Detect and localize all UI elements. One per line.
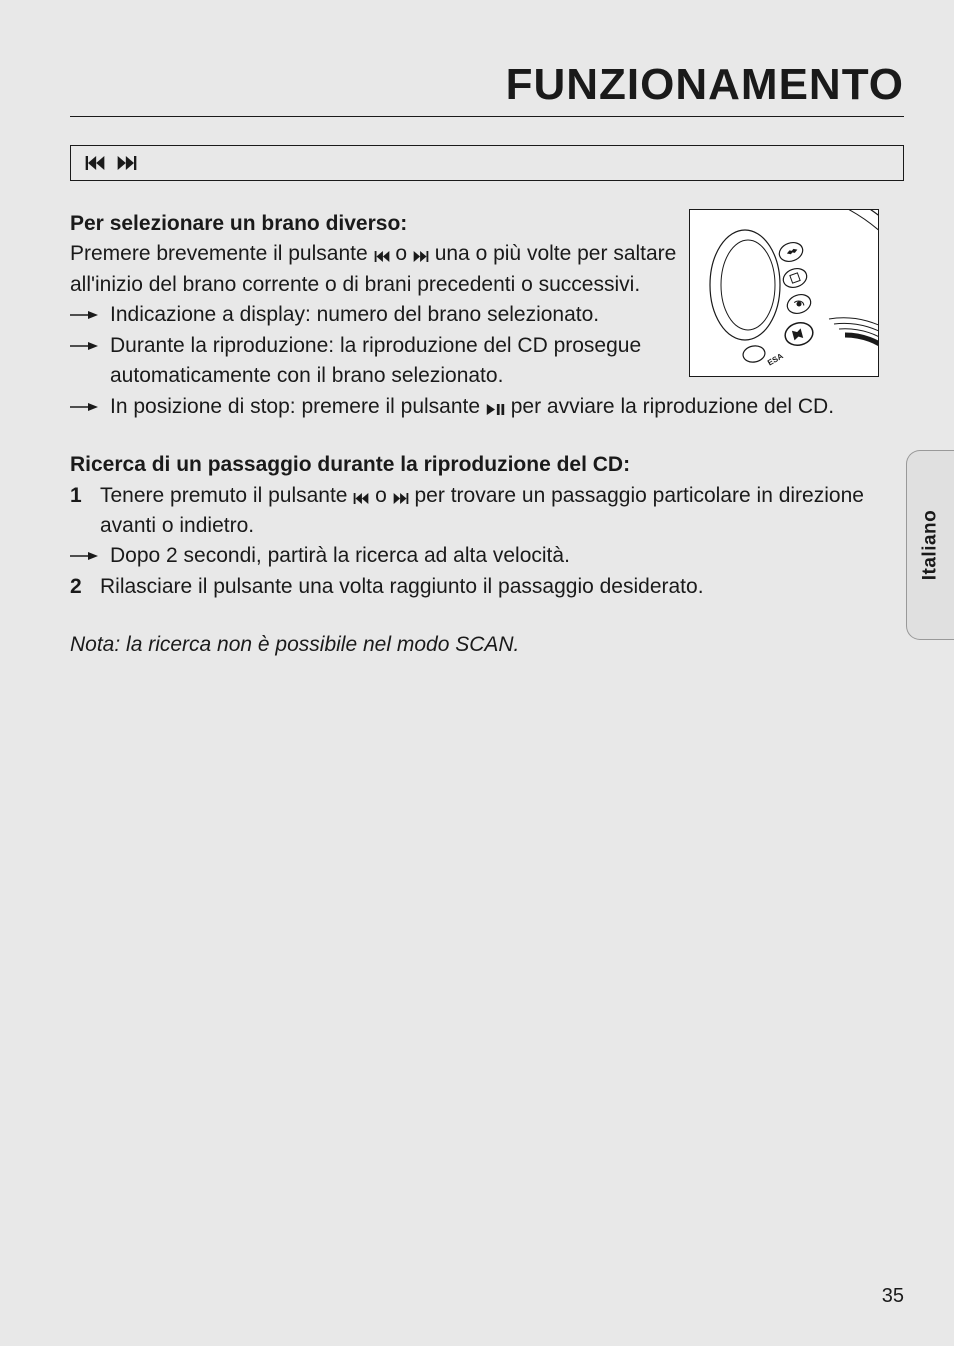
section-search-passage: Ricerca di un passaggio durante la ripro… (70, 450, 904, 602)
page: FUNZIONAMENTO (0, 0, 954, 1346)
step1-num: 1 (70, 481, 88, 542)
step1-b: o (369, 484, 392, 507)
next-track-icon (393, 493, 409, 504)
note: Nota: la ricerca non è possibile nel mod… (70, 630, 904, 660)
bullet1-text: Indicazione a display: numero del brano … (110, 300, 679, 330)
prev-track-icon (85, 156, 105, 170)
arrow-icon (70, 551, 98, 561)
step-2: 2 Rilasciare il pulsante una volta raggi… (70, 572, 904, 602)
page-title: FUNZIONAMENTO (70, 60, 904, 110)
language-label: Italiano (920, 510, 942, 581)
page-number: 35 (882, 1285, 904, 1308)
device-figure: ESA (689, 209, 879, 377)
step-1: 1 Tenere premuto il pulsante o per trova… (70, 481, 904, 542)
intro-b: o (390, 242, 413, 265)
bullet3-text: In posizione di stop: premere il pulsant… (110, 392, 904, 422)
bullet-2sec: Dopo 2 secondi, partirà la ricerca ad al… (70, 541, 904, 571)
intro-a: Premere brevemente il pulsante (70, 242, 374, 265)
title-rule (70, 116, 904, 117)
heading-search: Ricerca di un passaggio durante la ripro… (70, 450, 904, 480)
next-track-icon (413, 251, 429, 262)
bullet2-text: Durante la riproduzione: la riproduzione… (110, 331, 679, 392)
arrow-icon (70, 341, 98, 351)
arrow-icon (70, 402, 98, 412)
bullet3-b: per avviare la riproduzione del CD. (505, 395, 834, 418)
content: ESA Per selezionare un brano diverso: Pr… (70, 209, 904, 661)
step1-a: Tenere premuto il pulsante (100, 484, 353, 507)
step2-text: Rilasciare il pulsante una volta raggiun… (100, 572, 904, 602)
prev-track-icon (353, 493, 369, 504)
prev-track-icon (374, 251, 390, 262)
language-tab: Italiano (906, 450, 954, 640)
step1-text: Tenere premuto il pulsante o per trovare… (100, 481, 904, 542)
play-pause-icon (486, 404, 505, 415)
bullet-2sec-text: Dopo 2 secondi, partirà la ricerca ad al… (110, 541, 904, 571)
step2-num: 2 (70, 572, 88, 602)
bullet-stop-pos: In posizione di stop: premere il pulsant… (70, 392, 904, 422)
arrow-icon (70, 310, 98, 320)
figure-label: ESA (766, 351, 785, 367)
bullet3-a: In posizione di stop: premere il pulsant… (110, 395, 486, 418)
next-track-icon (117, 156, 137, 170)
icon-header-box (70, 145, 904, 181)
